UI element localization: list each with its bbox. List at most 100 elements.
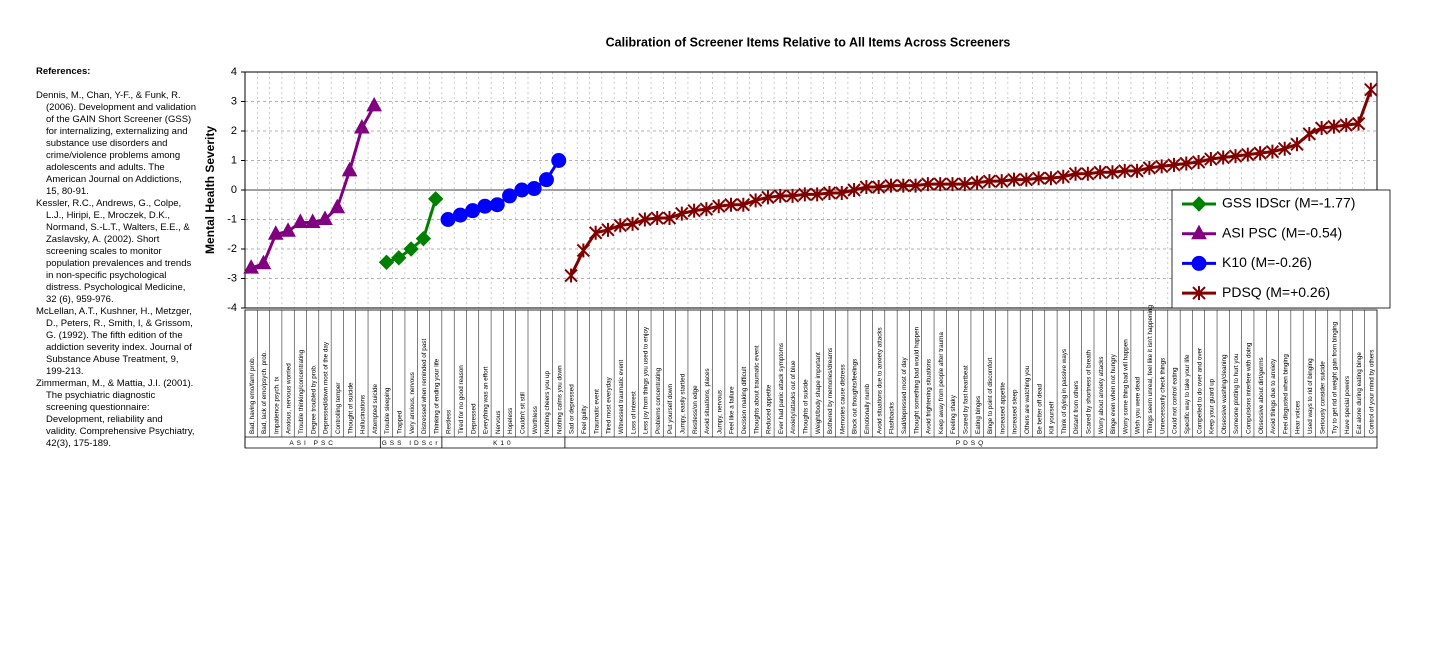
x-tick-label: Nothing cheers you up <box>544 370 551 434</box>
chart-title: Calibration of Screener Items Relative t… <box>606 35 1011 49</box>
x-tick-label: Restless/on edge <box>692 385 699 434</box>
x-tick-label: Nothing calms you down <box>556 365 563 434</box>
marker-x <box>1056 169 1070 184</box>
y-tick-label: -4 <box>227 302 237 314</box>
marker-x <box>1204 152 1218 167</box>
marker-x <box>1351 116 1366 131</box>
marker-triangle <box>243 259 259 274</box>
marker-x <box>1191 154 1206 169</box>
x-tick-label: Thinking of ending your life <box>433 358 440 434</box>
marker-x <box>601 222 615 237</box>
x-tick-label: Restless <box>446 410 453 434</box>
x-tick-label: Have special powers <box>1344 376 1351 434</box>
x-tick-label: Sad/depressed most of day <box>901 356 908 434</box>
marker-x <box>1093 165 1107 180</box>
marker-x <box>785 188 800 203</box>
marker-x <box>662 211 677 226</box>
x-tick-label: Sad or depressed <box>569 384 576 434</box>
marker-x <box>1118 163 1132 178</box>
x-tick-label: Distressed when reminded of past <box>421 339 428 434</box>
x-tick-label: Hallucinations <box>360 395 367 434</box>
marker-triangle <box>341 161 358 177</box>
x-tick-label: Seriously consider suicide <box>1319 361 1326 434</box>
y-tick-label: -3 <box>227 272 237 284</box>
x-tick-label: Thought of suicide <box>347 382 354 434</box>
marker-x <box>699 202 714 217</box>
marker-x <box>982 174 997 189</box>
x-tick-label: Bothered by memories/dreams <box>827 348 834 434</box>
marker-triangle <box>366 96 383 112</box>
marker-x <box>1339 118 1353 133</box>
x-tick-label: Impatience psych. tx <box>273 376 280 434</box>
marker-circle <box>551 153 567 168</box>
x-tick-label: Worry some thing bad will happen <box>1122 339 1129 434</box>
marker-x <box>576 243 591 258</box>
reference: Zimmerman, M., & Mattia, J.I. (2001). Th… <box>36 378 195 449</box>
marker-circle <box>1191 255 1207 271</box>
x-tick-label: Trouble sleeping <box>384 387 391 434</box>
legend-label: K10 (M=-0.26) <box>1222 254 1312 270</box>
marker-x <box>1007 172 1021 187</box>
marker-diamond <box>428 191 444 207</box>
marker-x <box>1278 141 1292 156</box>
x-tick-label: Nervous <box>495 411 502 434</box>
marker-circle <box>502 188 518 204</box>
x-tick-label: Ever had panic attack symptoms <box>778 343 785 434</box>
x-tick-label: Emotionally numb <box>864 383 871 434</box>
marker-circle <box>489 197 505 213</box>
marker-x <box>724 197 738 212</box>
x-tick-label: Be better off dead <box>1036 384 1043 434</box>
marker-triangle <box>267 225 284 240</box>
legend-label: GSS IDScr (M=-1.77) <box>1222 195 1355 211</box>
x-tick-label: Trouble thinking/concentrating <box>298 349 305 434</box>
marker-circle <box>538 172 554 188</box>
marker-x <box>859 180 874 195</box>
x-tick-label: Traumatic event <box>593 389 600 434</box>
group-label: K10 <box>493 440 514 447</box>
marker-x <box>1265 144 1280 159</box>
marker-x <box>798 187 812 202</box>
x-tick-label: Thought something bad would happen <box>913 326 920 434</box>
x-tick-label: Thoughts of suicide <box>803 379 810 434</box>
x-tick-label: Jumpy, easily startled <box>679 373 686 434</box>
marker-x <box>748 193 763 208</box>
x-tick-label: Could not control eating <box>1172 367 1179 434</box>
x-tick-label: Tired for no good reason <box>458 365 465 434</box>
group-label: GSS IDScr <box>382 440 441 447</box>
marker-x <box>995 174 1009 189</box>
x-tick-label: Increased sleep <box>1012 389 1019 434</box>
marker-circle <box>514 182 530 198</box>
x-tick-label: Thoughts about traumatic event <box>753 345 760 434</box>
marker-x <box>945 177 960 192</box>
y-tick-label: 1 <box>231 154 237 166</box>
x-tick-label: Obsessive about dirt/germs <box>1258 357 1265 434</box>
x-tick-label: Avoid frightening situations <box>926 359 933 434</box>
x-tick-label: Others are watching you <box>1024 365 1031 434</box>
marker-diamond <box>403 241 419 257</box>
x-tick-label: Everything was an effort <box>483 366 490 434</box>
x-tick-label: Keep away from people after trauma <box>938 332 945 434</box>
marker-x <box>1216 150 1230 165</box>
x-tick-label: Compelled to do over and over <box>1196 348 1203 434</box>
marker-x <box>1154 159 1169 174</box>
marker-triangle <box>255 254 272 270</box>
marker-x <box>835 185 849 200</box>
x-tick-label: Avoid situations due to anxiety attacks <box>876 327 883 434</box>
y-tick-label: 0 <box>231 184 237 196</box>
y-tick-label: -2 <box>227 243 237 255</box>
group-label: ASI PSC <box>289 440 336 447</box>
x-tick-label: Avoid situations, places <box>704 368 711 434</box>
x-tick-label: Control of your mind by others <box>1369 350 1376 434</box>
marker-x <box>761 190 775 205</box>
marker-x <box>1167 157 1181 172</box>
marker-x <box>1019 172 1034 187</box>
x-tick-label: Worry about anxiety attacks <box>1098 356 1105 434</box>
x-tick-label: Wish you were dead <box>1135 376 1142 434</box>
marker-triangle <box>280 222 296 237</box>
legend-label: PDSQ (M=+0.26) <box>1222 284 1330 300</box>
reference: Kessler, R.C., Andrews, G., Colpe, L.J.,… <box>36 198 192 305</box>
y-tick-label: -1 <box>227 213 237 225</box>
marker-x <box>822 185 837 200</box>
x-tick-label: Hopeless <box>507 408 514 434</box>
